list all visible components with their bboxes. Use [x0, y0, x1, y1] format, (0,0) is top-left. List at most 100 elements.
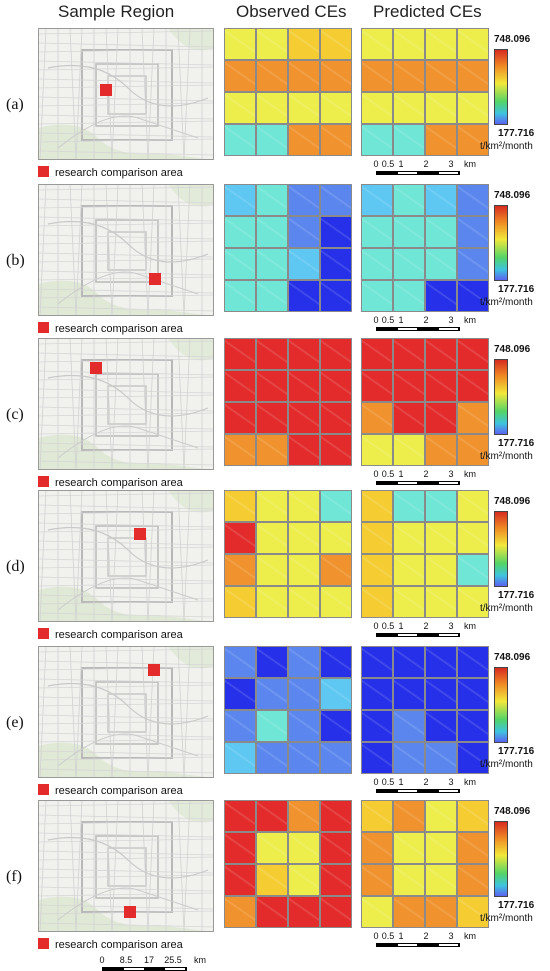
colorbar	[494, 821, 508, 897]
ce-grid-cell	[458, 679, 488, 709]
ce-grid-cell	[257, 93, 287, 123]
row-label: (d)	[6, 558, 25, 575]
ce-grid-cell	[257, 865, 287, 895]
ce-grid-cell	[362, 371, 392, 401]
ce-grid-cell	[225, 555, 255, 585]
ce-grid-cell	[362, 555, 392, 585]
ce-grid-cell	[225, 281, 255, 311]
predicted-ce-grid	[361, 184, 489, 312]
legend-swatch	[38, 322, 49, 333]
ce-grid-cell	[394, 865, 424, 895]
ce-grid-cell	[426, 403, 456, 433]
ce-grid-cell	[289, 125, 319, 155]
ce-grid-cell	[289, 587, 319, 617]
row-label: (a)	[6, 96, 24, 113]
ce-grid-cell	[426, 217, 456, 247]
scale-tick-label: 0.5	[381, 469, 395, 479]
comparison-area-marker	[90, 362, 102, 374]
ce-grid-cell	[321, 185, 351, 215]
ce-grid-cell	[362, 125, 392, 155]
ce-grid-cell	[289, 711, 319, 741]
legend-text: research comparison area	[55, 323, 183, 335]
scale-unit: km	[464, 777, 476, 787]
ce-grid-cell	[289, 555, 319, 585]
colorbar-min: 177.716	[498, 128, 535, 139]
ce-grid-cell	[257, 435, 287, 465]
header-observed-ces: Observed CEs	[236, 2, 347, 21]
ce-grid-cell	[426, 371, 456, 401]
ce-grid-cell	[362, 217, 392, 247]
sample-region-map	[38, 490, 214, 622]
scale-tick-label: 0	[373, 777, 379, 787]
scale-tick-label: 0	[373, 315, 379, 325]
predicted-ce-grid	[361, 28, 489, 156]
comparison-area-marker	[134, 528, 146, 540]
scale-tick-label: 3	[448, 159, 454, 169]
legend-swatch	[38, 628, 49, 639]
ce-grid-cell	[225, 339, 255, 369]
scale-tick-label: 1	[398, 159, 404, 169]
ce-grid-cell	[289, 403, 319, 433]
legend-swatch	[38, 166, 49, 177]
ce-grid-cell	[458, 491, 488, 521]
row-label: (f)	[6, 868, 22, 885]
colorbar	[494, 667, 508, 743]
ce-grid-cell	[362, 647, 392, 677]
colorbar-max: 748.096	[494, 34, 531, 45]
scale-tick-label: 0.5	[381, 777, 395, 787]
ce-grid-cell	[426, 491, 456, 521]
colorbar-max: 748.096	[494, 344, 531, 355]
colorbar-unit: t/km²/month	[480, 759, 533, 770]
colorbar-max: 748.096	[494, 806, 531, 817]
figure-row: (f) research comparison area 0 8.5 17 25.5 km 0…	[0, 800, 550, 971]
colorbar	[494, 205, 508, 281]
ce-grid-cell	[257, 587, 287, 617]
scale-tick-label: 0	[373, 159, 379, 169]
ce-grid-cell	[426, 865, 456, 895]
ce-grid-cell	[394, 339, 424, 369]
scale-tick-label: 0.5	[381, 159, 395, 169]
predicted-ce-grid	[361, 800, 489, 928]
observed-ce-grid	[224, 800, 352, 928]
scale-tick-label: 0	[373, 931, 379, 941]
ce-grid-cell	[321, 339, 351, 369]
ce-grid-cell	[289, 647, 319, 677]
observed-ce-grid	[224, 184, 352, 312]
ce-grid-cell	[289, 371, 319, 401]
ce-grid-cell	[321, 249, 351, 279]
ce-grid-cell	[289, 435, 319, 465]
ce-grid-cell	[362, 435, 392, 465]
observed-ce-grid	[224, 490, 352, 618]
ce-grid-cell	[321, 403, 351, 433]
ce-grid-cell	[362, 403, 392, 433]
ce-grid-cell	[257, 555, 287, 585]
colorbar	[494, 49, 508, 125]
figure-row: (e)research comparison area08.51725.5km0…	[0, 646, 550, 817]
ce-grid-cell	[458, 93, 488, 123]
ce-grid-cell	[225, 403, 255, 433]
sample-region-map	[38, 184, 214, 316]
scale-tick-label: 2	[423, 777, 429, 787]
ce-grid-cell	[394, 679, 424, 709]
ce-grid-cell	[289, 523, 319, 553]
ce-grid-cell	[426, 897, 456, 927]
ce-grid-cell	[458, 403, 488, 433]
ce-grid-cell	[394, 587, 424, 617]
ce-grid-cell	[426, 833, 456, 863]
ce-grid-cell	[257, 403, 287, 433]
ce-grid-cell	[426, 339, 456, 369]
colorbar-min: 177.716	[498, 284, 535, 295]
scale-tick-label: 2	[423, 315, 429, 325]
scale-unit: km	[194, 955, 206, 965]
ce-grid-cell	[321, 897, 351, 927]
legend-text: research comparison area	[55, 477, 183, 489]
comparison-area-marker	[148, 664, 160, 676]
legend-text: research comparison area	[55, 939, 183, 951]
ce-grid-cell	[426, 679, 456, 709]
ce-grid-cell	[321, 555, 351, 585]
ce-grid-cell	[362, 29, 392, 59]
ce-grid-cell	[321, 217, 351, 247]
ce-grid-cell	[289, 61, 319, 91]
colorbar-unit: t/km²/month	[480, 913, 533, 924]
ce-grid-cell	[257, 491, 287, 521]
